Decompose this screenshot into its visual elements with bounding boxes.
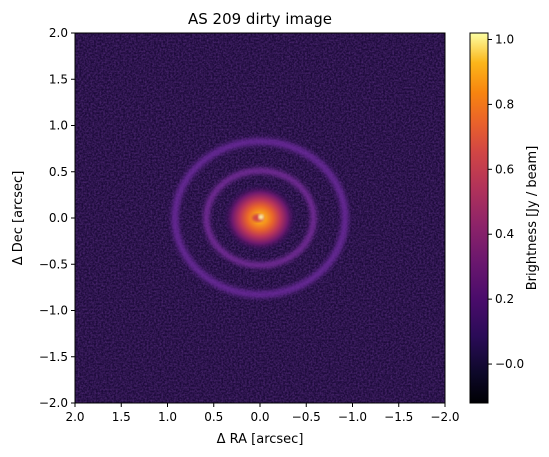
inner-ring [203,167,317,269]
x-tick-label: 1.0 [158,410,177,424]
x-tick-label: 2.0 [65,410,84,424]
y-axis-ticks: 2.0 1.5 1.0 0.5 0.0 −0.5 −1.0 −1.5 −2.0 [39,26,75,410]
x-tick-label: 1.5 [112,410,131,424]
core-peak [258,214,264,220]
x-axis-label: Δ RA [arcsec] [217,432,304,447]
x-tick-label: 0.5 [204,410,223,424]
y-axis-label: Δ Dec [arcsec] [11,171,26,266]
y-tick-label: 2.0 [49,26,68,40]
colorbar-tick-label: 0.2 [495,292,514,306]
colorbar-tick-label: 0.4 [495,227,514,241]
colorbar-ticks: −0.0 0.2 0.4 0.6 0.8 1.0 [488,32,524,371]
x-tick-label: 0.0 [250,410,269,424]
colorbar-label: Brightness [Jy / beam] [525,146,540,291]
x-tick-label: −1.5 [384,410,413,424]
colorbar-tick-label: 0.8 [495,97,514,111]
y-tick-label: −1.0 [39,304,68,318]
y-tick-label: 1.0 [49,119,68,133]
colorbar-tick-label: −0.0 [495,357,524,371]
y-tick-label: −2.0 [39,396,68,410]
y-tick-label: 0.0 [49,211,68,225]
outer-ring [171,137,349,299]
x-tick-label: −2.0 [430,410,459,424]
x-tick-label: −1.0 [338,410,367,424]
heatmap-image [75,33,445,403]
colorbar-tick-label: 0.6 [495,162,514,176]
y-tick-label: −1.5 [39,350,68,364]
colorbar [469,32,489,404]
y-tick-label: 0.5 [49,165,68,179]
y-tick-label: −0.5 [39,257,68,271]
colorbar-tick-label: 1.0 [495,32,514,46]
x-axis-ticks: 2.0 1.5 1.0 0.5 0.0 −0.5 −1.0 −1.5 −2.0 [65,403,460,424]
x-tick-label: −0.5 [292,410,321,424]
chart-title: AS 209 dirty image [188,10,332,28]
y-tick-label: 1.5 [49,72,68,86]
